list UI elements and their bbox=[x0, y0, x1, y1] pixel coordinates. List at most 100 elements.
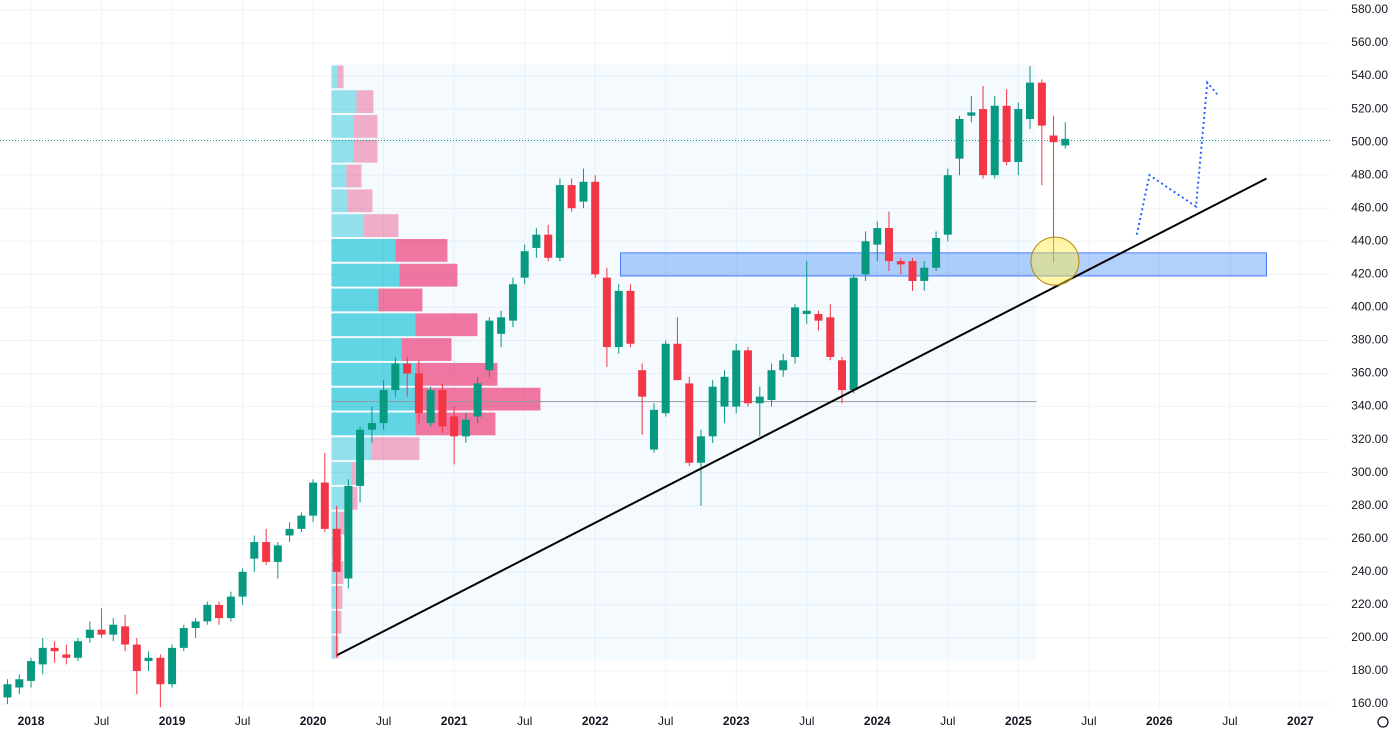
y-tick-label: 200.00 bbox=[1351, 630, 1388, 644]
candle-body bbox=[1049, 135, 1058, 143]
candle-body bbox=[638, 370, 647, 397]
profile-up bbox=[331, 511, 340, 535]
candle-body bbox=[15, 679, 24, 688]
x-tick-label: 2020 bbox=[300, 714, 327, 728]
profile-down bbox=[378, 288, 423, 312]
candle-body bbox=[85, 629, 94, 638]
x-tick-label: 2025 bbox=[1005, 714, 1032, 728]
y-tick-label: 560.00 bbox=[1351, 35, 1388, 49]
y-tick-label: 320.00 bbox=[1351, 432, 1388, 446]
candle-body bbox=[544, 234, 553, 258]
profile-down bbox=[399, 263, 458, 287]
candle-body bbox=[849, 277, 858, 391]
candle-body bbox=[1014, 109, 1023, 162]
x-tick-label: 2019 bbox=[159, 714, 186, 728]
profile-up bbox=[331, 313, 416, 337]
y-tick-label: 160.00 bbox=[1351, 696, 1388, 710]
candle-body bbox=[884, 228, 893, 262]
candle-body bbox=[896, 261, 905, 265]
x-tick-label: Jul bbox=[658, 714, 673, 728]
x-tick-label: 2023 bbox=[723, 714, 750, 728]
candle-body bbox=[97, 629, 106, 635]
candle-body bbox=[238, 571, 247, 597]
profile-up bbox=[331, 288, 379, 312]
profile-up bbox=[331, 362, 416, 386]
candle-body bbox=[673, 343, 682, 381]
candle-body bbox=[497, 317, 506, 334]
profile-down bbox=[346, 164, 362, 188]
projection-path bbox=[1135, 80, 1218, 235]
candle-body bbox=[626, 290, 635, 344]
candle-body bbox=[73, 641, 82, 658]
candle-body bbox=[179, 628, 188, 648]
candle-body bbox=[685, 383, 694, 463]
profile-up bbox=[331, 164, 347, 188]
candle-body bbox=[215, 604, 224, 619]
y-tick-label: 280.00 bbox=[1351, 498, 1388, 512]
candle-body bbox=[967, 112, 976, 116]
x-tick-label: 2022 bbox=[582, 714, 609, 728]
candle-body bbox=[414, 373, 423, 414]
candle-body bbox=[62, 654, 71, 658]
candle-body bbox=[708, 386, 717, 437]
candle-body bbox=[873, 228, 882, 245]
candle-body bbox=[38, 647, 47, 665]
x-tick-label: Jul bbox=[94, 714, 109, 728]
candle-body bbox=[226, 596, 235, 619]
settings-icon-ring[interactable] bbox=[1377, 716, 1389, 728]
x-tick-label: Jul bbox=[1081, 714, 1096, 728]
profile-up bbox=[331, 139, 354, 163]
candle-body bbox=[344, 485, 353, 579]
candle-body bbox=[814, 314, 823, 321]
candle-body bbox=[144, 657, 153, 662]
candle-body bbox=[508, 284, 517, 321]
candle-body bbox=[920, 267, 929, 281]
candle-body bbox=[438, 390, 447, 427]
candle-body bbox=[485, 320, 494, 371]
profile-down bbox=[347, 189, 373, 213]
support-zone bbox=[620, 252, 1267, 277]
candle-body bbox=[1026, 82, 1035, 119]
profile-down bbox=[337, 65, 344, 89]
profile-up bbox=[331, 263, 400, 287]
candle-body bbox=[743, 350, 752, 404]
profile-up bbox=[331, 586, 337, 609]
candle-body bbox=[379, 390, 388, 424]
candle-body bbox=[367, 423, 376, 430]
profile-up bbox=[331, 90, 357, 114]
profile-up bbox=[331, 214, 364, 237]
candle-body bbox=[50, 647, 59, 652]
candle-body bbox=[473, 383, 482, 417]
candle-body bbox=[861, 241, 870, 275]
candle-body bbox=[426, 390, 435, 424]
x-tick-label: Jul bbox=[799, 714, 814, 728]
candle-body bbox=[3, 684, 12, 698]
profile-up bbox=[331, 387, 416, 411]
profile-down bbox=[353, 115, 378, 138]
candle-body bbox=[309, 482, 318, 516]
candle-body bbox=[990, 105, 999, 176]
candle-body bbox=[943, 175, 952, 235]
profile-down bbox=[415, 313, 478, 337]
profile-up bbox=[331, 437, 372, 461]
y-tick-label: 460.00 bbox=[1351, 200, 1388, 214]
x-tick-label: Jul bbox=[1222, 714, 1237, 728]
candle-body bbox=[121, 626, 130, 645]
x-tick-label: Jul bbox=[376, 714, 391, 728]
candle-body bbox=[156, 657, 165, 685]
profile-up bbox=[331, 610, 336, 634]
candle-body bbox=[802, 310, 811, 315]
candle-body bbox=[297, 515, 306, 529]
y-tick-label: 580.00 bbox=[1351, 2, 1388, 16]
candle-body bbox=[838, 360, 847, 391]
candle-body bbox=[391, 363, 400, 391]
x-tick-label: Jul bbox=[235, 714, 250, 728]
candle-body bbox=[1037, 82, 1046, 126]
profile-down bbox=[395, 238, 448, 262]
settings-icon[interactable] bbox=[1377, 716, 1389, 728]
candle-body bbox=[320, 482, 329, 529]
candle-body bbox=[779, 360, 788, 371]
candle-body bbox=[273, 545, 282, 562]
y-tick-label: 240.00 bbox=[1351, 564, 1388, 578]
candle-body bbox=[168, 647, 177, 685]
